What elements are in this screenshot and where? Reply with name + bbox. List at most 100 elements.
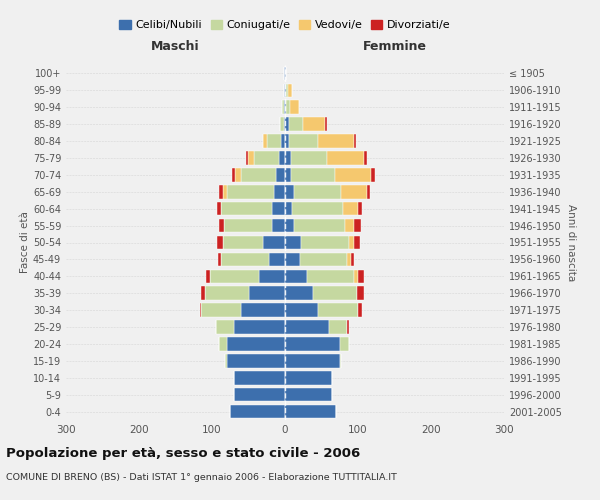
- Bar: [371, 168, 375, 181]
- Bar: [285, 236, 301, 250]
- Bar: [247, 151, 248, 164]
- Text: Femmine: Femmine: [362, 40, 427, 53]
- Bar: [328, 151, 364, 164]
- Bar: [272, 219, 285, 232]
- Bar: [356, 286, 364, 300]
- Bar: [285, 168, 291, 181]
- Bar: [285, 202, 292, 215]
- Bar: [267, 134, 281, 148]
- Bar: [349, 236, 355, 250]
- Bar: [329, 320, 347, 334]
- Bar: [285, 252, 299, 266]
- Bar: [285, 405, 336, 418]
- Bar: [217, 202, 221, 215]
- Bar: [285, 304, 318, 317]
- Bar: [241, 168, 276, 181]
- Bar: [201, 286, 205, 300]
- Bar: [307, 270, 355, 283]
- Bar: [217, 236, 223, 250]
- Bar: [279, 151, 285, 164]
- Bar: [280, 118, 284, 131]
- Bar: [284, 84, 285, 97]
- Bar: [263, 134, 267, 148]
- Bar: [353, 219, 361, 232]
- Bar: [343, 202, 358, 215]
- Bar: [285, 286, 313, 300]
- Bar: [223, 185, 227, 198]
- Bar: [220, 337, 227, 350]
- Bar: [272, 202, 285, 215]
- Bar: [220, 185, 223, 198]
- Bar: [341, 185, 367, 198]
- Bar: [274, 185, 285, 198]
- Bar: [215, 320, 234, 334]
- Bar: [347, 252, 350, 266]
- Bar: [276, 168, 285, 181]
- Bar: [347, 320, 349, 334]
- Bar: [285, 388, 332, 402]
- Bar: [218, 219, 224, 232]
- Y-axis label: Fasce di età: Fasce di età: [20, 212, 30, 274]
- Bar: [358, 270, 364, 283]
- Bar: [335, 168, 371, 181]
- Bar: [345, 219, 353, 232]
- Bar: [223, 236, 263, 250]
- Bar: [358, 202, 362, 215]
- Bar: [263, 236, 285, 250]
- Bar: [291, 151, 328, 164]
- Bar: [205, 286, 248, 300]
- Bar: [282, 100, 284, 114]
- Bar: [285, 219, 294, 232]
- Bar: [289, 134, 318, 148]
- Bar: [234, 371, 285, 384]
- Bar: [292, 202, 343, 215]
- Bar: [284, 100, 285, 114]
- Bar: [269, 252, 285, 266]
- Bar: [234, 320, 285, 334]
- Bar: [200, 304, 201, 317]
- Bar: [294, 219, 345, 232]
- Bar: [301, 236, 349, 250]
- Bar: [303, 118, 325, 131]
- Bar: [286, 100, 290, 114]
- Bar: [355, 134, 356, 148]
- Bar: [318, 134, 355, 148]
- Bar: [285, 371, 332, 384]
- Bar: [284, 66, 285, 80]
- Bar: [232, 168, 235, 181]
- Bar: [254, 151, 279, 164]
- Bar: [206, 270, 210, 283]
- Bar: [281, 134, 285, 148]
- Text: Maschi: Maschi: [151, 40, 200, 53]
- Bar: [291, 168, 335, 181]
- Bar: [355, 236, 360, 250]
- Bar: [248, 286, 285, 300]
- Bar: [285, 100, 286, 114]
- Bar: [285, 118, 289, 131]
- Bar: [358, 304, 362, 317]
- Bar: [340, 354, 341, 368]
- Bar: [201, 304, 241, 317]
- Legend: Celibi/Nubili, Coniugati/e, Vedovi/e, Divorziati/e: Celibi/Nubili, Coniugati/e, Vedovi/e, Di…: [117, 18, 453, 32]
- Bar: [218, 252, 221, 266]
- Bar: [221, 252, 269, 266]
- Bar: [313, 286, 356, 300]
- Bar: [235, 168, 241, 181]
- Bar: [299, 252, 347, 266]
- Bar: [367, 185, 370, 198]
- Bar: [325, 118, 326, 131]
- Bar: [285, 134, 289, 148]
- Bar: [224, 219, 272, 232]
- Bar: [350, 252, 355, 266]
- Text: Popolazione per età, sesso e stato civile - 2006: Popolazione per età, sesso e stato civil…: [6, 448, 360, 460]
- Bar: [241, 304, 285, 317]
- Bar: [285, 320, 329, 334]
- Bar: [318, 304, 358, 317]
- Bar: [227, 337, 285, 350]
- Bar: [289, 118, 303, 131]
- Bar: [230, 405, 285, 418]
- Bar: [221, 202, 272, 215]
- Bar: [285, 66, 286, 80]
- Bar: [285, 354, 340, 368]
- Bar: [234, 388, 285, 402]
